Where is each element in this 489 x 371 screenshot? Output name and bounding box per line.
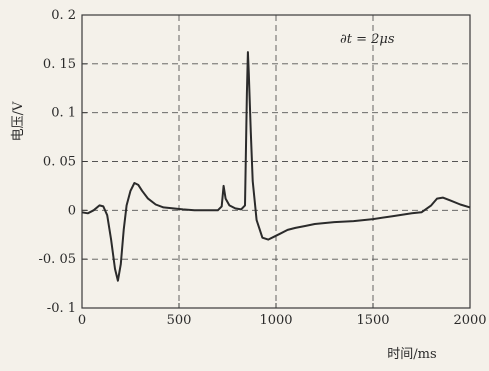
x-tick-label: 1500 bbox=[356, 313, 389, 328]
x-tick-label: 2000 bbox=[453, 313, 486, 328]
y-tick-label: -0. 05 bbox=[39, 252, 76, 267]
y-axis-label: 电压/V bbox=[11, 101, 26, 141]
series-line bbox=[81, 51, 471, 282]
x-tick-label: 500 bbox=[167, 313, 192, 328]
y-tick-label: 0. 15 bbox=[43, 57, 76, 72]
y-tick-label: 0. 1 bbox=[51, 106, 76, 121]
ticks: 0 500 1000 1500 2000 -0. 1 -0. 05 0 0. 05 0. 1 0. … bbox=[39, 8, 487, 328]
x-tick-label: 1000 bbox=[259, 313, 292, 328]
grid bbox=[82, 15, 470, 308]
y-tick-label: 0. 2 bbox=[51, 8, 76, 23]
x-axis-label: 时间/ms bbox=[387, 347, 436, 362]
y-tick-label: 0 bbox=[68, 203, 76, 218]
y-tick-label: -0. 1 bbox=[47, 301, 76, 316]
y-tick-label: 0. 05 bbox=[43, 155, 76, 170]
x-tick-label: 0 bbox=[78, 313, 86, 328]
annotation-label: ∂t = 2μs bbox=[340, 32, 395, 47]
